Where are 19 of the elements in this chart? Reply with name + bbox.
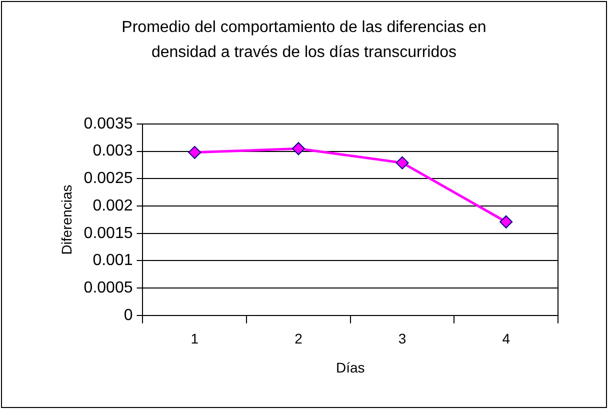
chart-title: Promedio del comportamiento de las diferencias en densidad a través de los días transcurridos [120, 18, 488, 63]
x-tick-label: 2 [294, 330, 303, 347]
x-tick-label: 1 [190, 330, 199, 347]
point [292, 142, 305, 156]
y-tick-label: 0.003 [92, 142, 133, 160]
y-tick-label: 0.0025 [84, 170, 133, 188]
y-axis-title: Diferencias [58, 184, 74, 255]
x-axis-title: Días [336, 359, 365, 376]
point [500, 215, 513, 228]
y-tick-label: 0 [124, 306, 133, 324]
y-tick-label: 0.0015 [84, 224, 133, 242]
y-tick-label: 0.002 [92, 197, 133, 214]
point [396, 156, 409, 170]
x-tick-label: 4 [502, 330, 510, 347]
point [188, 146, 202, 159]
y-tick-label: 0.001 [92, 252, 133, 270]
y-tick-label: 0.0035 [84, 115, 133, 132]
x-tick-label: 3 [398, 330, 406, 347]
y-tick-label: 0.0005 [84, 279, 133, 296]
